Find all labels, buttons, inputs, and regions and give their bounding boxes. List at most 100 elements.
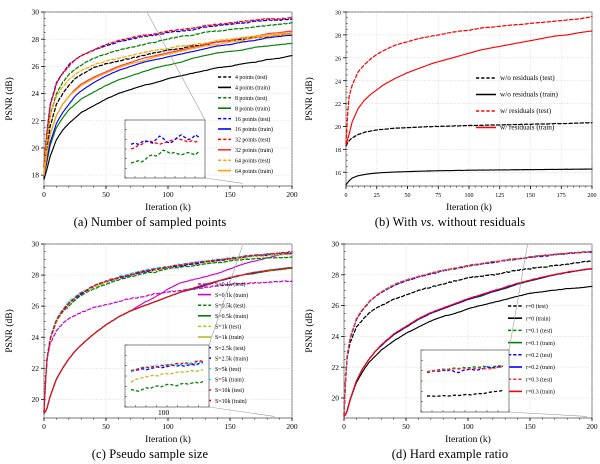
svg-text:30: 30	[332, 240, 340, 249]
x-axis-label: Iteration (k)	[446, 202, 492, 213]
inset-axes: 100	[124, 344, 210, 417]
panel-c: 20 22 24 26 28 30 0 50 100 150 200 Iteration (k) PSN…	[0, 232, 300, 464]
svg-text:28: 28	[32, 271, 40, 280]
curve	[43, 256, 293, 413]
svg-text:25: 25	[374, 193, 380, 199]
svg-text:22: 22	[32, 116, 40, 125]
svg-text:100: 100	[158, 408, 170, 417]
legend-label: r=0.1 (train)	[526, 340, 555, 347]
panel-d: 20 22 24 26 28 30 0 50 100 150 200 Iteration (k) PSN…	[300, 232, 600, 464]
inset-curve	[130, 361, 204, 373]
svg-text:22: 22	[335, 102, 341, 108]
svg-text:26: 26	[335, 56, 341, 62]
legend-label: r=0 (train)	[526, 315, 550, 322]
legend: 4 points (test) 4 points (train) 8 points …	[218, 74, 273, 175]
curve	[43, 280, 293, 414]
inset-curve	[130, 380, 204, 392]
inset-curve	[130, 134, 200, 145]
curve	[43, 30, 293, 176]
svg-text:200: 200	[286, 190, 298, 199]
svg-text:0: 0	[42, 422, 46, 431]
svg-text:24: 24	[332, 332, 340, 341]
svg-text:20: 20	[32, 144, 40, 153]
inset-connector	[508, 244, 528, 351]
svg-text:22: 22	[32, 364, 40, 373]
curve	[43, 32, 293, 179]
svg-text:200: 200	[588, 193, 597, 199]
legend-label: S=0.5k (test)	[215, 302, 246, 309]
inset-connector	[146, 11, 206, 121]
axis-ticks: 20 22 24 26 28 30 0 50 100 150 200	[332, 240, 598, 431]
svg-text:50: 50	[402, 422, 410, 431]
svg-text:100: 100	[162, 190, 174, 199]
legend: w/o residuals (test) w/o residuals (train…	[476, 74, 558, 132]
svg-text:30: 30	[32, 240, 40, 249]
svg-text:0: 0	[345, 193, 348, 199]
x-axis-label: Iteration (k)	[445, 434, 491, 445]
svg-text:100: 100	[162, 422, 174, 431]
inset-curve	[426, 366, 504, 373]
axis-ticks: 18 20 22 24 26 28 30 0 50 100 150 200	[32, 8, 298, 199]
legend-label: S=0.5k (train)	[215, 313, 248, 320]
inset-connector	[204, 177, 243, 184]
svg-text:20: 20	[332, 394, 340, 403]
panel-c-caption: (c) Pseudo sample size	[91, 447, 209, 461]
data-curves	[343, 250, 593, 418]
chart-b: 16 18 20 22 24 26 28 30 0 25 50 75 100 125 150 175 200 It…	[304, 11, 597, 213]
svg-text:100: 100	[465, 193, 474, 199]
svg-text:26: 26	[32, 302, 40, 311]
svg-text:30: 30	[335, 11, 341, 17]
gridlines	[43, 243, 293, 418]
legend-label: S=2.5k (train)	[215, 355, 248, 362]
legend-label: r=0 (test)	[526, 303, 548, 310]
svg-text:28: 28	[335, 33, 341, 39]
curve	[43, 33, 293, 176]
y-axis-label: PSNR (dB)	[4, 77, 15, 121]
svg-text:24: 24	[335, 79, 341, 85]
legend-label: 16 points (train)	[235, 126, 273, 133]
curve	[43, 54, 293, 180]
curve	[43, 18, 293, 168]
legend-label: 8 points (test)	[235, 95, 267, 102]
inset-connector	[208, 245, 243, 346]
curve	[43, 16, 293, 169]
panel-b: 16 18 20 22 24 26 28 30 0 25 50 75 100 125 150 175 200 It…	[300, 0, 600, 232]
legend-label: w/ residuals (test)	[500, 107, 552, 115]
legend-label: r=0.2 (train)	[526, 364, 555, 371]
legend-label: 32 points (train)	[235, 147, 273, 154]
gridlines	[343, 243, 593, 418]
curve	[345, 30, 593, 146]
svg-text:0: 0	[342, 422, 346, 431]
svg-text:150: 150	[524, 422, 536, 431]
legend-label: S=2.5k (test)	[215, 345, 246, 352]
y-axis-label: PSNR (dB)	[304, 77, 315, 121]
svg-text:150: 150	[224, 422, 236, 431]
inset-curve	[130, 369, 204, 383]
chart-a: 18 20 22 24 26 28 30 0 50 100 150 200 Iteration (k) P…	[4, 8, 298, 213]
curve	[43, 34, 293, 178]
svg-text:30: 30	[32, 8, 40, 17]
legend-label: w/o residuals (train)	[500, 91, 558, 99]
curve	[345, 15, 593, 145]
x-axis-label: Iteration (k)	[145, 202, 191, 213]
legend-label: S=0.1k (test)	[215, 281, 246, 288]
svg-text:26: 26	[32, 62, 40, 71]
y-axis-label: PSNR (dB)	[304, 309, 315, 353]
panel-b-caption-post: without residuals	[434, 215, 526, 229]
svg-text:150: 150	[526, 193, 535, 199]
legend-label: 8 points (train)	[235, 105, 270, 112]
svg-text:26: 26	[332, 301, 340, 310]
svg-text:28: 28	[332, 270, 340, 279]
svg-text:24: 24	[32, 89, 40, 98]
panel-a: 18 20 22 24 26 28 30 0 50 100 150 200 Iteration (k) P…	[0, 0, 300, 232]
curve	[43, 31, 293, 172]
svg-text:18: 18	[32, 171, 40, 180]
panel-b-caption: (b) With vs. without residuals	[300, 215, 600, 230]
gridlines	[345, 11, 593, 186]
svg-text:20: 20	[32, 395, 40, 404]
panel-d-caption: (d) Hard example ratio	[391, 447, 509, 461]
legend-label: S=1k (test)	[215, 324, 241, 331]
curve	[345, 168, 593, 186]
legend-label: 4 points (train)	[235, 85, 270, 92]
